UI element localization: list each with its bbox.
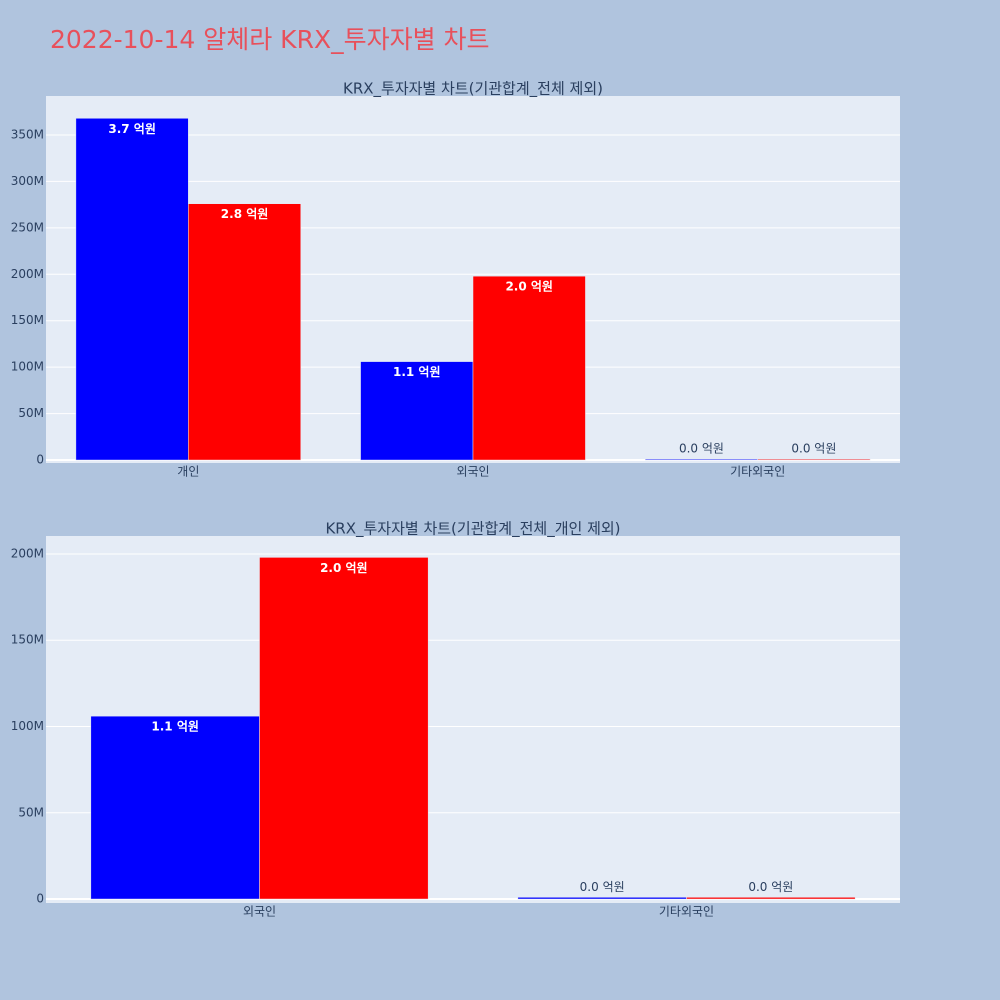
value-label: 2.0 억원	[320, 561, 368, 575]
value-label: 2.0 억원	[505, 280, 553, 294]
y-tick-label: 50M	[18, 805, 44, 819]
value-label: 1.1 억원	[151, 720, 199, 734]
y-tick-label: 200M	[11, 546, 44, 560]
value-label: 0.0 억원	[580, 880, 625, 894]
page-title: 2022-10-14 알체라 KRX_투자자별 차트	[50, 25, 490, 54]
y-tick-label: 100M	[11, 719, 44, 733]
value-label: 0.0 억원	[679, 442, 724, 456]
chart-title: KRX_투자자별 차트(기관합계_전체_개인 제외)	[325, 520, 620, 539]
y-tick-label: 200M	[11, 267, 44, 281]
bar	[188, 203, 302, 461]
x-tick-label: 외국인	[243, 905, 276, 919]
value-label: 0.0 억원	[791, 442, 836, 456]
y-tick-label: 150M	[11, 313, 44, 327]
value-label: 3.7 억원	[108, 122, 156, 136]
x-tick-label: 기타외국인	[659, 905, 714, 919]
y-tick-label: 350M	[11, 128, 44, 142]
bar	[90, 715, 260, 900]
x-tick-label: 개인	[177, 465, 199, 479]
bar	[757, 458, 871, 461]
y-tick-label: 100M	[11, 360, 44, 374]
bar	[360, 361, 474, 461]
bar	[686, 897, 856, 900]
bar	[517, 897, 687, 900]
y-tick-label: 300M	[11, 174, 44, 188]
bar	[259, 557, 429, 900]
bar	[644, 458, 758, 461]
y-tick-label: 50M	[18, 406, 44, 420]
value-label: 0.0 억원	[748, 880, 793, 894]
y-tick-label: 150M	[11, 633, 44, 647]
bar	[472, 275, 586, 461]
x-tick-label: 외국인	[456, 465, 489, 479]
value-label: 1.1 억원	[393, 365, 441, 379]
x-tick-label: 기타외국인	[730, 465, 785, 479]
bar	[75, 118, 189, 461]
value-label: 2.8 억원	[221, 207, 269, 221]
y-tick-label: 0	[36, 892, 44, 906]
chart-title: KRX_투자자별 차트(기관합계_전체 제외)	[343, 80, 603, 99]
y-tick-label: 250M	[11, 220, 44, 234]
y-tick-label: 0	[36, 453, 44, 467]
